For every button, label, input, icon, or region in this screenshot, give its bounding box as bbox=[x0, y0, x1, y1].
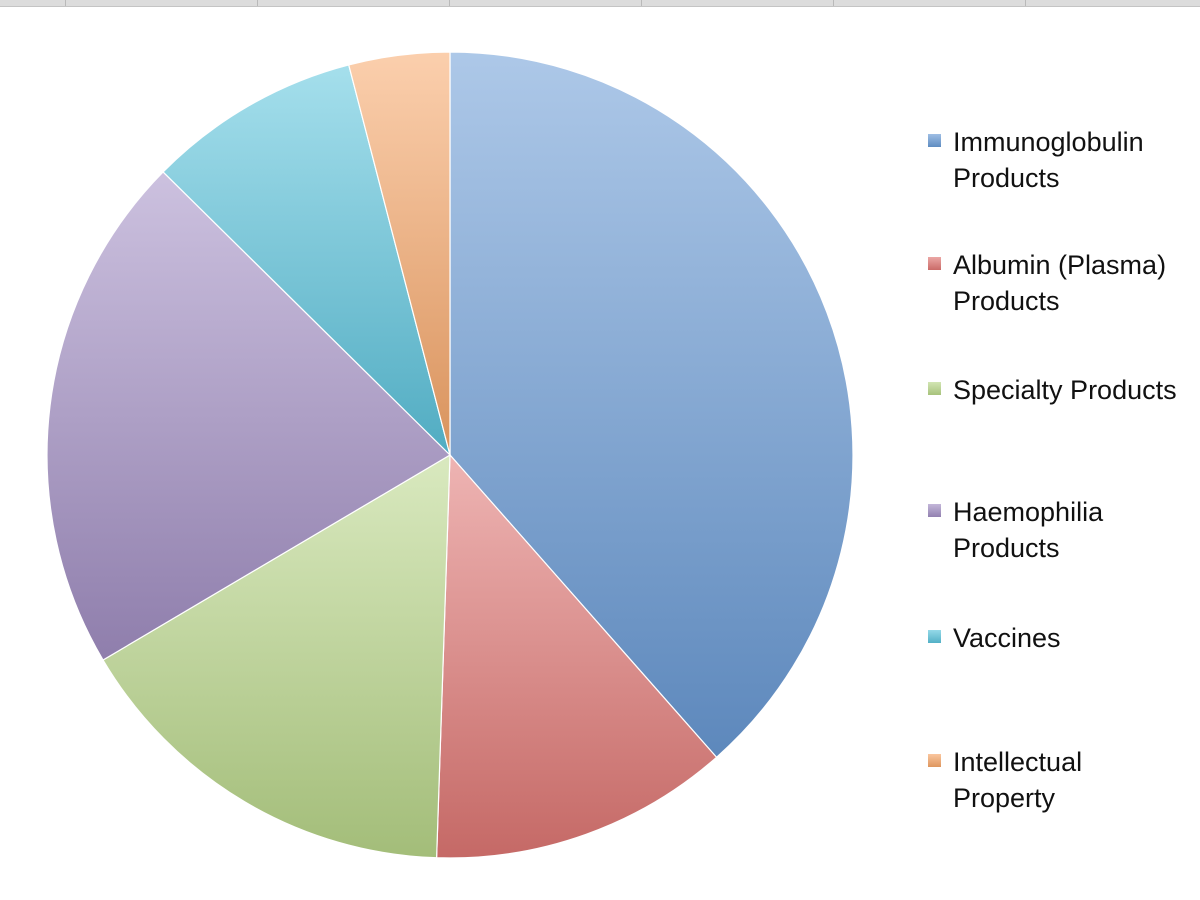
legend-label: Specialty Products bbox=[953, 375, 1177, 405]
legend-item-haemophilia: Haemophilia Products bbox=[928, 494, 1103, 566]
pie-slice-vaccines bbox=[162, 64, 452, 457]
legend-swatch bbox=[928, 754, 941, 767]
legend-swatch bbox=[928, 257, 941, 270]
legend-swatch bbox=[928, 382, 941, 395]
legend-label: Albumin (Plasma) Products bbox=[953, 250, 1167, 316]
pie-slice-haemophilia bbox=[46, 171, 451, 661]
legend-swatch bbox=[928, 504, 941, 517]
legend-label: Intellectual Property bbox=[953, 747, 1083, 813]
legend-item-specialty: Specialty Products bbox=[928, 372, 1177, 408]
legend-item-albumin: Albumin (Plasma) Products bbox=[928, 247, 1166, 319]
legend-item-intellectual-property: Intellectual Property bbox=[928, 744, 1082, 816]
column-divider bbox=[257, 0, 258, 6]
legend-item-immunoglobulin: Immunoglobulin Products bbox=[928, 124, 1144, 196]
column-divider bbox=[641, 0, 642, 6]
spreadsheet-header-strip bbox=[0, 0, 1200, 7]
column-divider bbox=[449, 0, 450, 6]
column-divider bbox=[1025, 0, 1026, 6]
pie-slice-intellectual-property bbox=[348, 51, 451, 456]
legend-label: Vaccines bbox=[953, 623, 1061, 653]
column-divider bbox=[833, 0, 834, 6]
pie-slice-albumin bbox=[435, 453, 718, 859]
legend-swatch bbox=[928, 134, 941, 147]
legend-label: Immunoglobulin Products bbox=[953, 127, 1144, 193]
pie-slice-immunoglobulin bbox=[449, 51, 854, 759]
legend-item-vaccines: Vaccines bbox=[928, 620, 1061, 656]
legend-label: Haemophilia Products bbox=[953, 497, 1104, 563]
column-divider bbox=[65, 0, 66, 6]
pie-slice-specialty bbox=[102, 453, 451, 859]
legend-swatch bbox=[928, 630, 941, 643]
